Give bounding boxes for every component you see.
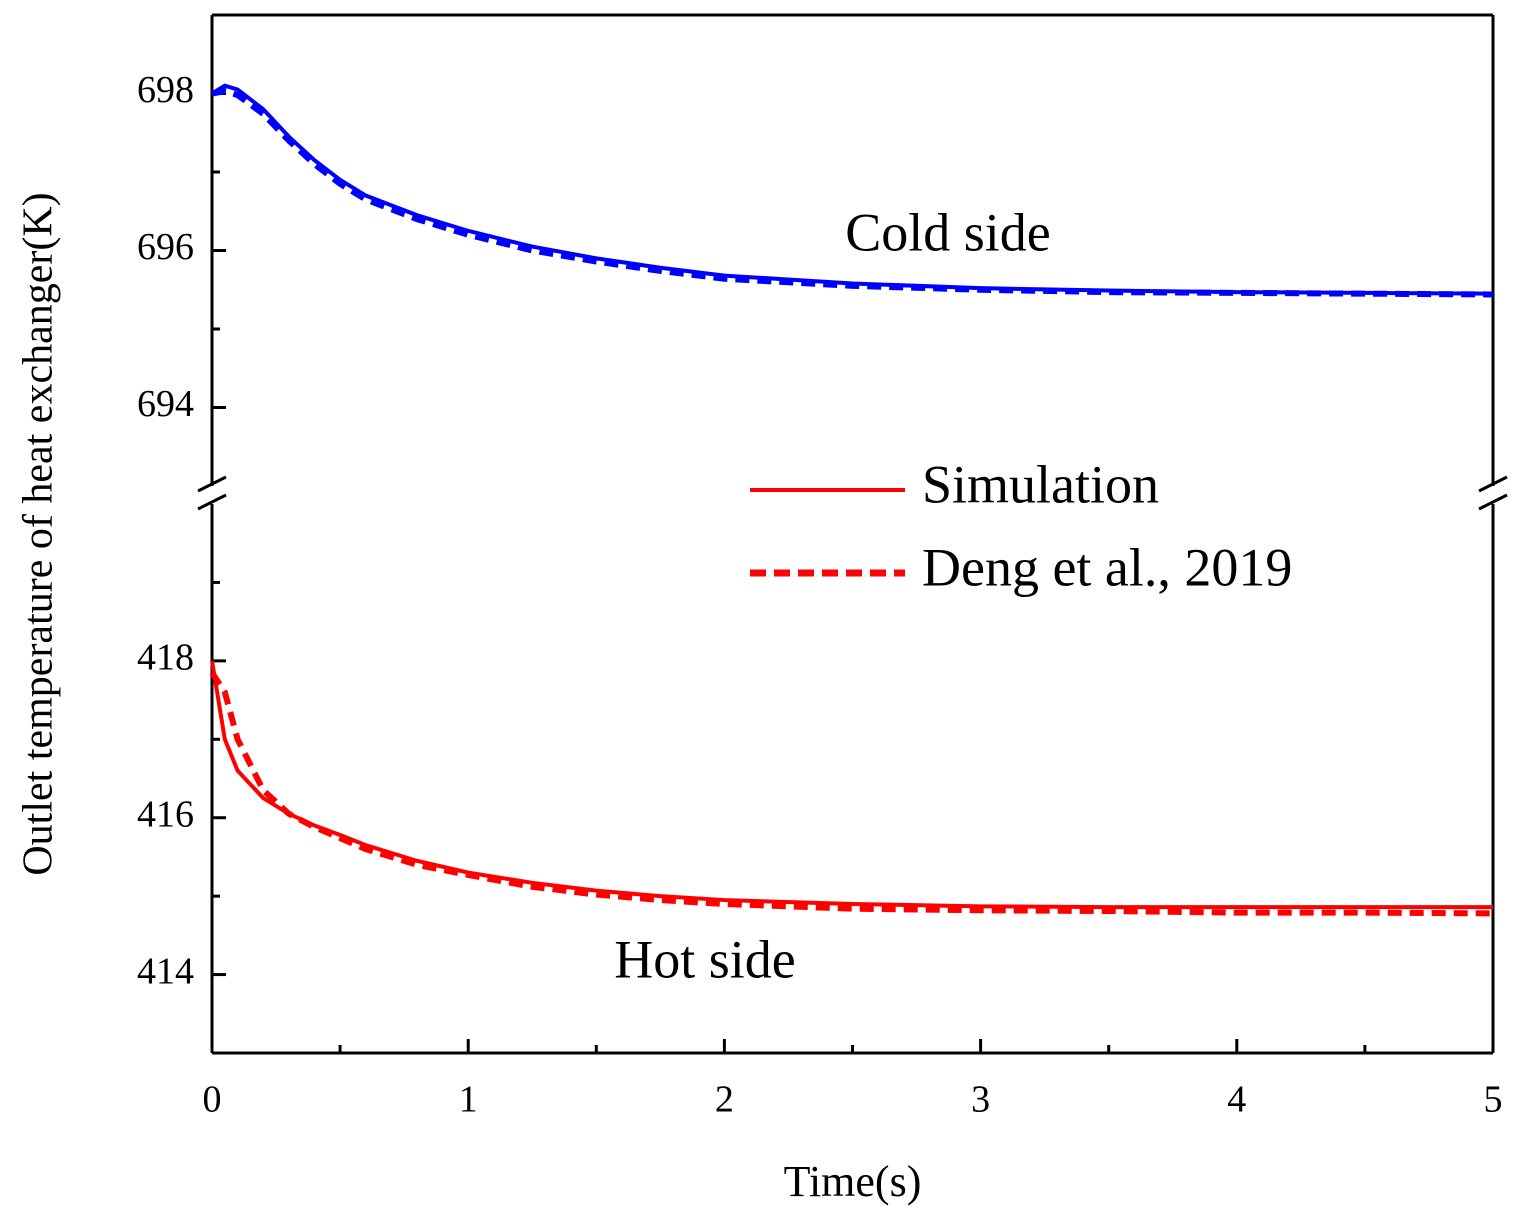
- axis-break: [1478, 475, 1508, 493]
- legend-label: Simulation: [922, 454, 1159, 514]
- series-line: [209, 670, 1494, 917]
- y-tick-label: 418: [137, 637, 194, 679]
- y-tick-label: 694: [137, 383, 194, 425]
- y-tick-label: 414: [137, 950, 194, 992]
- y-axis-label: Outlet temperature of heat exchanger(K): [16, 192, 62, 875]
- x-tick-label: 0: [203, 1079, 222, 1121]
- x-tick-label: 1: [459, 1079, 478, 1121]
- y-tick-label: 696: [137, 226, 194, 268]
- annotation: Hot side: [614, 929, 796, 989]
- x-tick-label: 5: [1484, 1079, 1503, 1121]
- x-tick-label: 4: [1227, 1079, 1246, 1121]
- axis-break: [197, 475, 227, 493]
- x-tick-label: 2: [715, 1079, 734, 1121]
- axis-break: [1478, 493, 1508, 511]
- axis-break: [197, 493, 227, 511]
- series-line: [210, 660, 1493, 910]
- series-line: [211, 88, 1494, 298]
- legend-label: Deng et al., 2019: [922, 537, 1292, 597]
- x-axis-label: Time(s): [784, 1157, 922, 1206]
- x-tick-label: 3: [971, 1079, 990, 1121]
- y-tick-label: 698: [137, 69, 194, 111]
- annotation: Cold side: [845, 202, 1051, 262]
- series-line: [210, 83, 1494, 296]
- y-tick-label: 416: [137, 793, 194, 835]
